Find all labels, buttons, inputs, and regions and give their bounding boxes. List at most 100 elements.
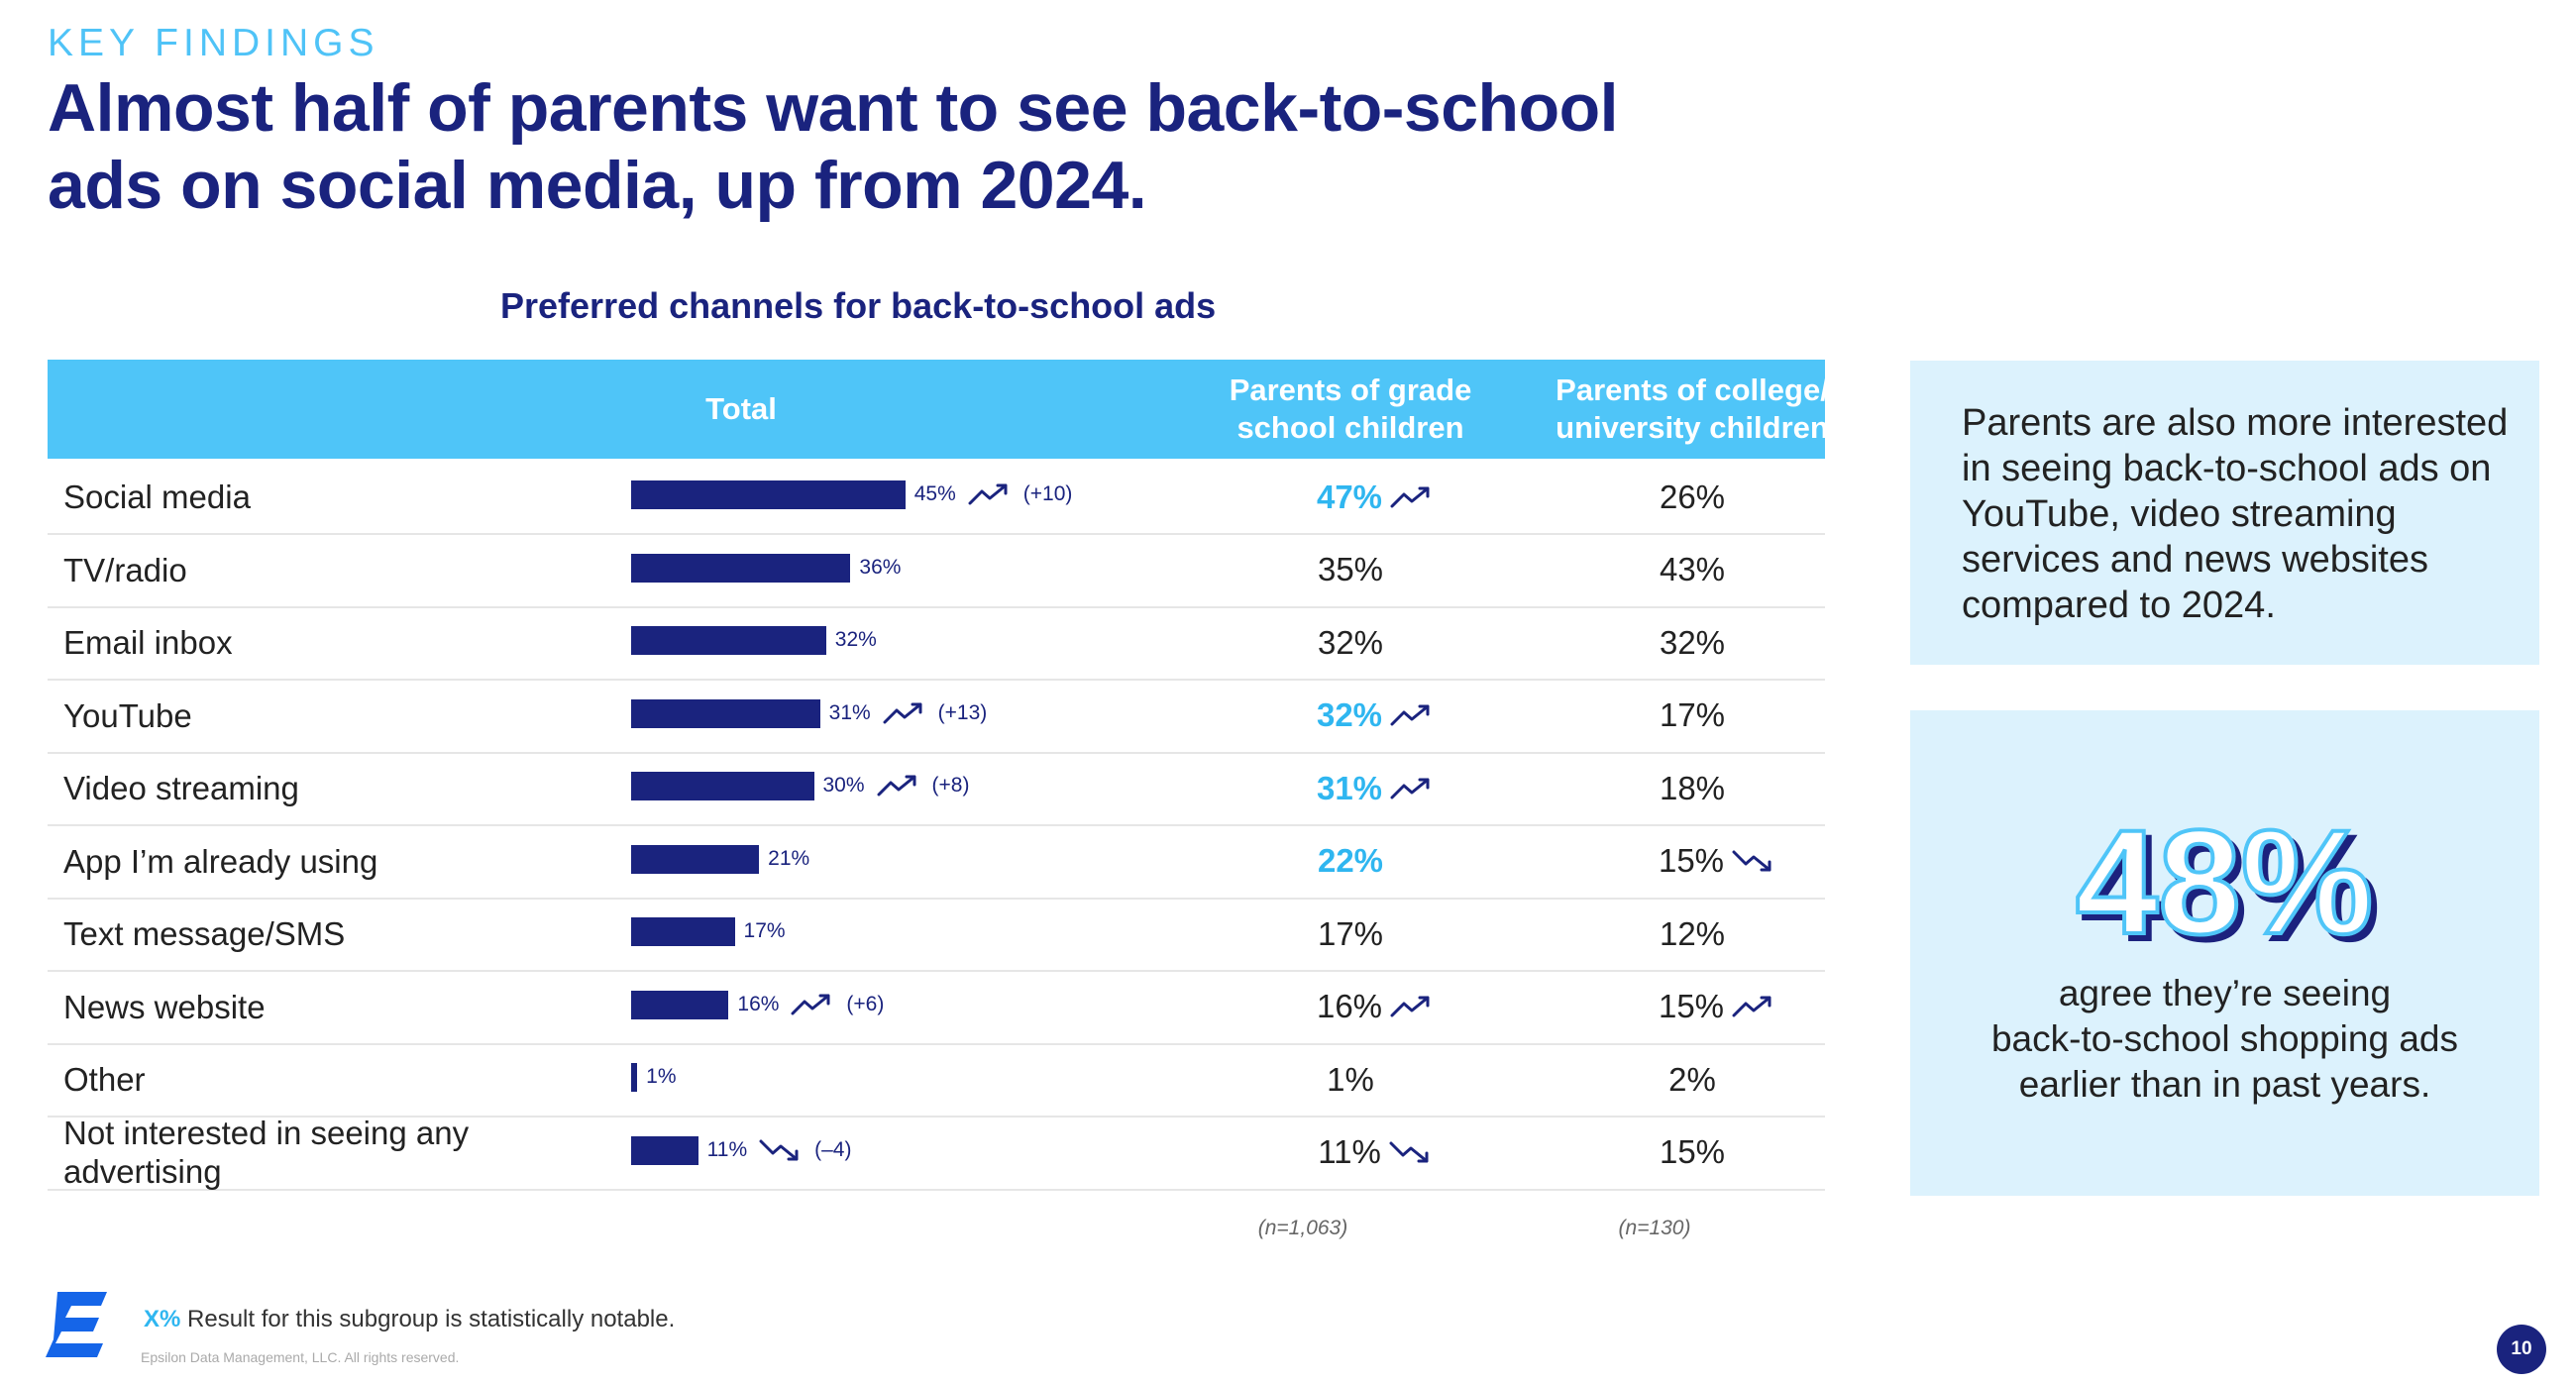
kicker: KEY FINDINGS bbox=[48, 22, 379, 64]
bar-value-label: 16% bbox=[737, 992, 780, 1015]
grade-value: 17% bbox=[1217, 898, 1484, 970]
row-label: Other bbox=[63, 1061, 146, 1098]
table-row: Video streaming 30% (+8) 31% 18% bbox=[48, 752, 1825, 826]
bar-total-label: 16% (+6) bbox=[737, 990, 884, 1019]
legend: X% Result for this subgroup is statistic… bbox=[144, 1306, 675, 1333]
copyright: Epsilon Data Management, LLC. All rights… bbox=[141, 1349, 460, 1365]
stat-caption-line-1: agree they’re seeing bbox=[2058, 973, 2392, 1013]
grade-value-text: 16% bbox=[1316, 988, 1383, 1024]
bar-total-label: 45% (+10) bbox=[914, 479, 1073, 509]
grade-value: 47% bbox=[1241, 461, 1509, 533]
table-row: App I’m already using 21% 22% 15% bbox=[48, 825, 1825, 900]
trend-up-icon bbox=[968, 483, 1008, 505]
bar-total-label: 31% (+13) bbox=[829, 698, 988, 728]
college-value: 26% bbox=[1563, 461, 1821, 533]
bar-value-label: 11% bbox=[706, 1137, 748, 1161]
row-label: Not interested in seeing any advertising bbox=[63, 1115, 470, 1190]
table-row: Text message/SMS 17% 17% 12% bbox=[48, 898, 1825, 972]
page-title: Almost half of parents want to see back-… bbox=[48, 69, 1732, 224]
big-stat: 48% bbox=[2074, 797, 2375, 967]
bar-value-label: 31% bbox=[828, 700, 871, 724]
change-label: (+8) bbox=[931, 774, 970, 797]
college-value: 12% bbox=[1563, 898, 1821, 970]
trend-up-icon bbox=[1390, 704, 1430, 726]
grade-value-text: 47% bbox=[1316, 478, 1383, 515]
trend-up-icon bbox=[883, 702, 922, 724]
college-value-text: 43% bbox=[1659, 551, 1726, 587]
trend-up-icon bbox=[1390, 778, 1430, 798]
row-label: TV/radio bbox=[63, 551, 187, 588]
bar-total bbox=[631, 553, 851, 583]
column-header-college: Parents of college/ university children bbox=[1504, 360, 1880, 459]
grade-value-text: 31% bbox=[1316, 769, 1383, 806]
stat-caption: agree they’re seeing back-to-school shop… bbox=[1910, 971, 2539, 1108]
change-label: (+10) bbox=[1022, 482, 1073, 505]
change-label: (+6) bbox=[846, 992, 885, 1015]
bar-total bbox=[631, 917, 735, 946]
college-value: 32% bbox=[1563, 606, 1821, 679]
college-value-text: 15% bbox=[1658, 988, 1725, 1024]
college-value: 2% bbox=[1563, 1043, 1821, 1116]
row-label: App I’m already using bbox=[63, 842, 378, 880]
bar-total-label: 30% (+8) bbox=[823, 771, 970, 800]
college-value: 43% bbox=[1563, 534, 1821, 606]
grade-value: 16% bbox=[1241, 971, 1509, 1043]
trend-up-icon bbox=[1390, 996, 1430, 1017]
bar-value-label: 30% bbox=[822, 774, 865, 797]
insight-text: Parents are also more interested in seei… bbox=[1962, 402, 2509, 626]
college-value-text: 15% bbox=[1658, 842, 1725, 879]
grade-value: 32% bbox=[1241, 680, 1509, 752]
row-label: News website bbox=[63, 988, 266, 1025]
column-header-grade-line-2: school children bbox=[1236, 410, 1464, 445]
big-stat-value: 48% bbox=[2076, 798, 2373, 965]
grade-value: 31% bbox=[1241, 752, 1509, 824]
column-header-total: Total bbox=[583, 360, 900, 459]
row-label: YouTube bbox=[63, 696, 192, 734]
legend-swatch: X% bbox=[144, 1306, 181, 1332]
college-value-text: 17% bbox=[1659, 696, 1726, 733]
column-header-grade-line-1: Parents of grade bbox=[1229, 373, 1472, 407]
sample-size-college: (n=130) bbox=[1618, 1217, 1691, 1239]
column-header-college-label: Parents of college/ university children bbox=[1556, 372, 1829, 447]
college-value: 15% bbox=[1588, 971, 1846, 1043]
table-row: TV/radio 36% 35% 43% bbox=[48, 534, 1825, 608]
row-label: Text message/SMS bbox=[63, 915, 346, 952]
bar-total bbox=[631, 480, 906, 509]
bar-value-label: 1% bbox=[646, 1065, 677, 1088]
grade-value-text: 35% bbox=[1317, 551, 1384, 587]
college-value: 17% bbox=[1563, 680, 1821, 752]
table-row: Social media 45% (+10) 47% 26% bbox=[48, 461, 1825, 535]
sample-size-grade: (n=1,063) bbox=[1257, 1217, 1348, 1239]
bar-total bbox=[631, 1135, 698, 1165]
chart-title: Preferred channels for back-to-school ad… bbox=[500, 285, 1217, 326]
row-label: Social media bbox=[63, 479, 251, 515]
trend-down-icon bbox=[759, 1139, 799, 1161]
bar-total bbox=[631, 844, 760, 874]
insight-panel: Parents are also more interested in seei… bbox=[1910, 361, 2539, 665]
row-label: Email inbox bbox=[63, 624, 233, 661]
trend-up-icon bbox=[1732, 996, 1771, 1017]
bar-total bbox=[631, 698, 820, 728]
change-label: (+13) bbox=[937, 700, 988, 724]
college-value-text: 18% bbox=[1659, 769, 1726, 806]
page-title-line-1: Almost half of parents want to see back-… bbox=[48, 70, 1619, 146]
legend-text: Result for this subgroup is statisticall… bbox=[180, 1306, 676, 1332]
bar-total bbox=[631, 1063, 638, 1092]
table-header: Total Parents of grade school children P… bbox=[48, 360, 1829, 459]
bar-total-label: 1% bbox=[646, 1062, 676, 1092]
grade-value: 32% bbox=[1217, 606, 1484, 679]
college-value-text: 26% bbox=[1659, 478, 1726, 515]
bar-total-label: 11% (–4) bbox=[707, 1135, 852, 1165]
grade-value-text: 32% bbox=[1316, 696, 1383, 733]
college-value: 18% bbox=[1563, 752, 1821, 824]
grade-value-text: 1% bbox=[1327, 1060, 1374, 1098]
change-label: (–4) bbox=[814, 1137, 852, 1161]
column-header-grade-label: Parents of grade school children bbox=[1230, 372, 1472, 447]
page-title-line-2: ads on social media, up from 2024. bbox=[48, 148, 1147, 223]
grade-value: 11% bbox=[1241, 1117, 1509, 1189]
bar-total bbox=[631, 990, 729, 1019]
trend-up-icon bbox=[1390, 486, 1430, 507]
column-header-college-line-1: Parents of college/ bbox=[1556, 373, 1829, 407]
stat-panel: 48% agree they’re seeing back-to-school … bbox=[1910, 710, 2539, 1196]
grade-value: 22% bbox=[1217, 825, 1484, 898]
